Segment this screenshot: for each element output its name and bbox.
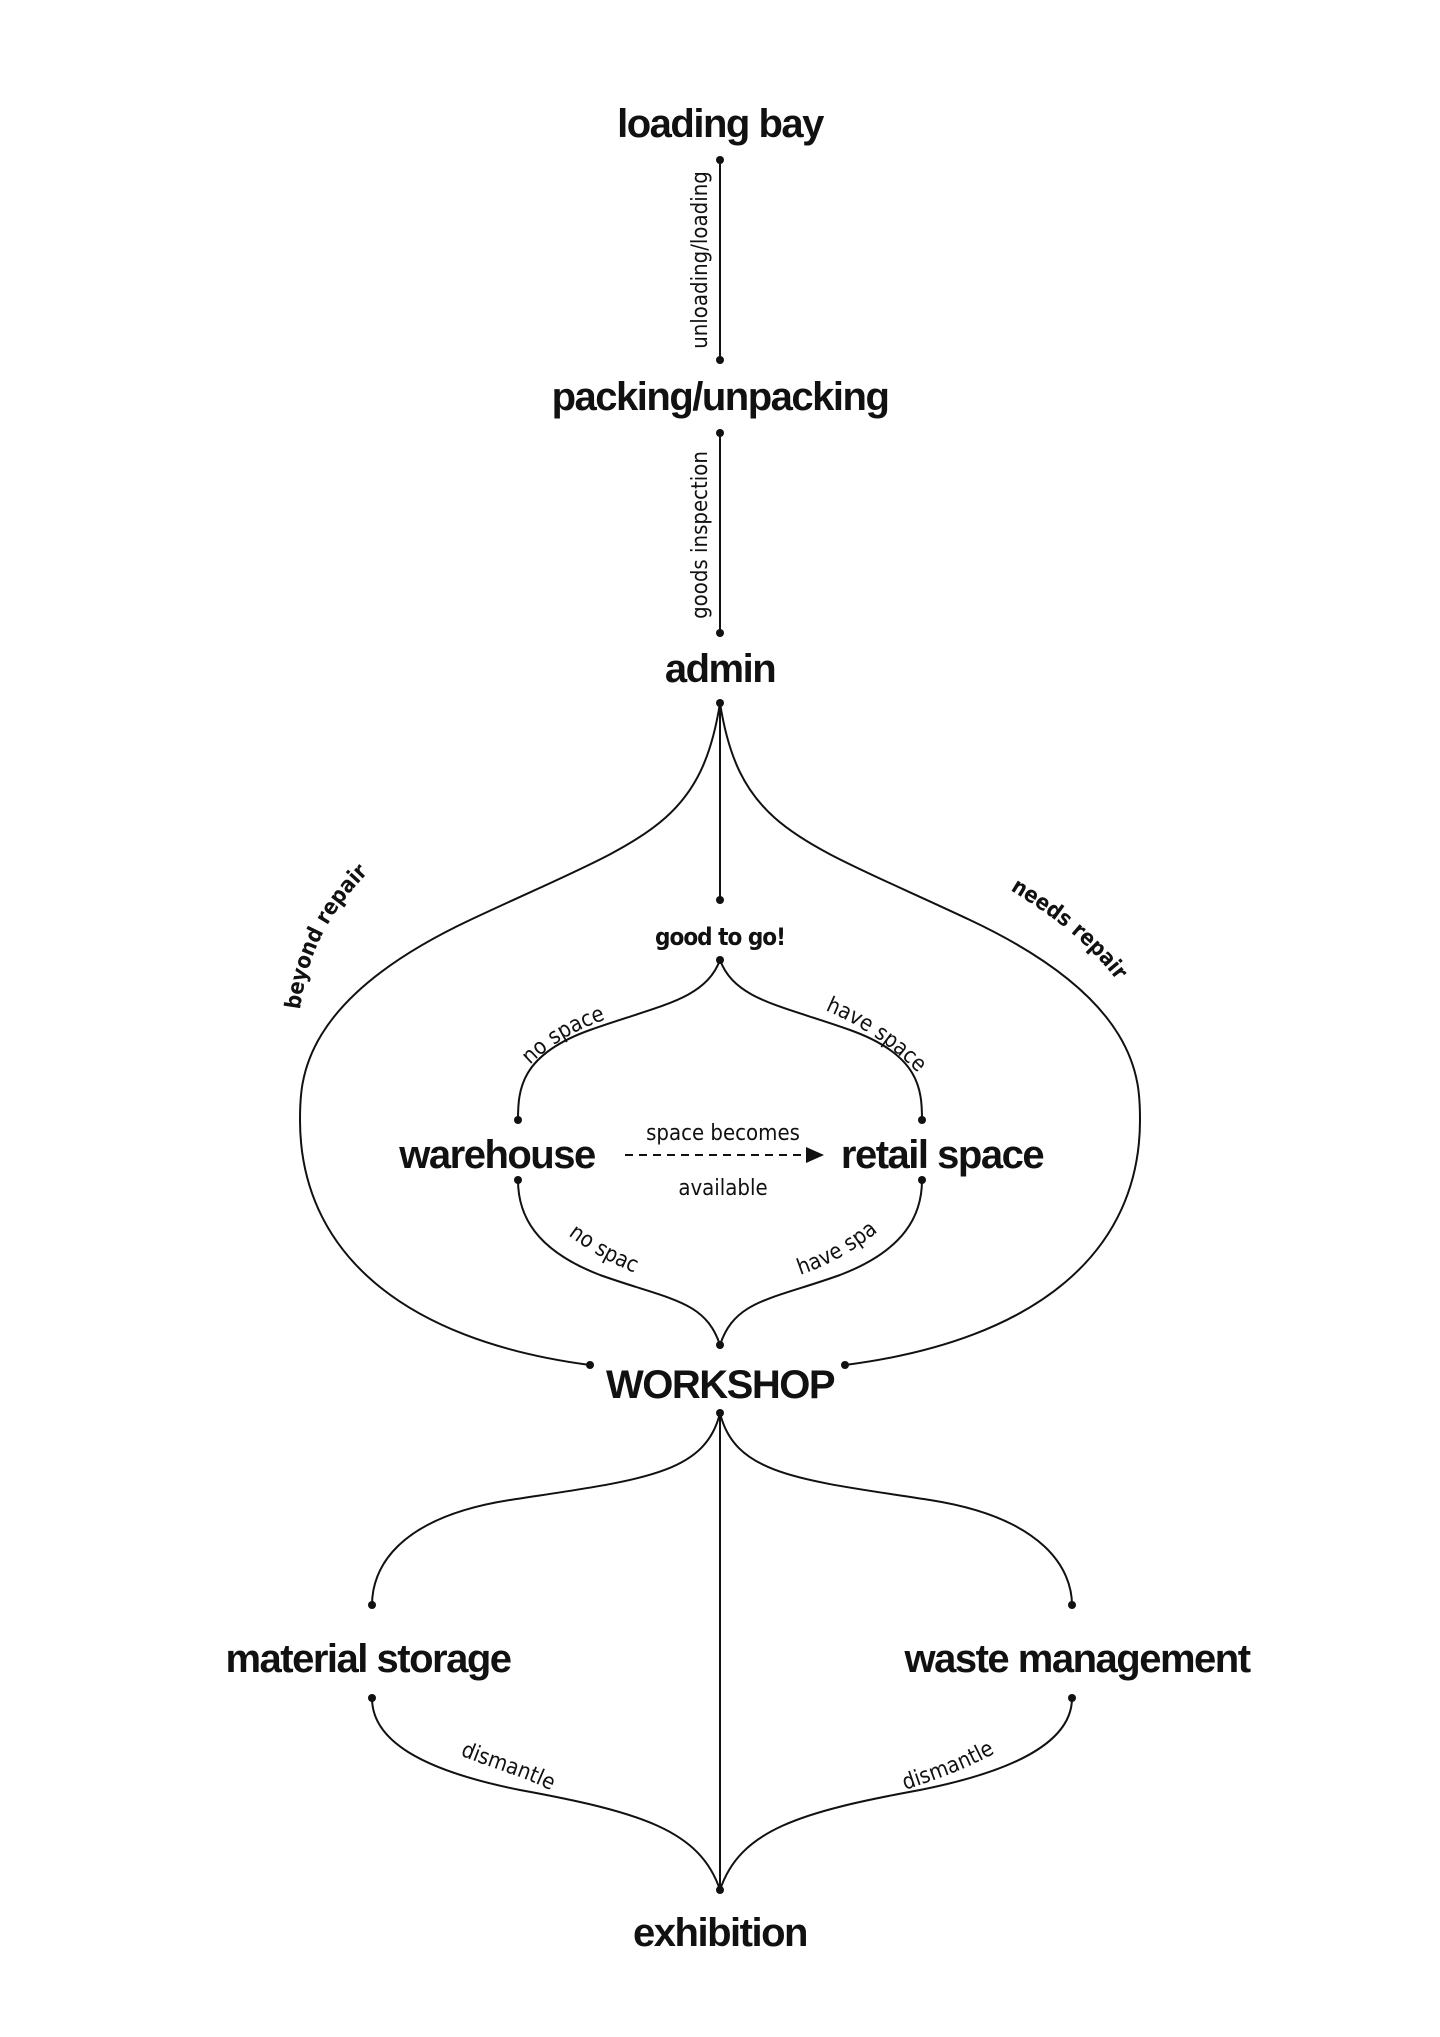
node-material-storage: material storage [225, 1637, 510, 1681]
edge-label-space-becomes: space becomes [646, 1121, 800, 1146]
node-packing-unpacking: packing/unpacking [552, 375, 889, 419]
edge-label-no-space-top: no space [517, 1002, 608, 1070]
edge-label-have-space-bottom-text: have space [0, 0, 882, 1281]
edge-label-available: available [678, 1176, 767, 1201]
edge-label-have-space-top: have space [823, 993, 932, 1078]
node-retail-space: retail space [841, 1133, 1043, 1177]
edge-label-have-space-bottom: have space [0, 0, 882, 1281]
connector-dots [368, 156, 1076, 1894]
node-admin: admin [665, 647, 775, 691]
connector-lines [298, 160, 1142, 1891]
node-loading-bay: loading bay [617, 102, 825, 146]
node-workshop: WORKSHOP [606, 1363, 835, 1407]
edge-label-no-space-top-text: no space [517, 1002, 608, 1070]
edge-label-beyond-repair-text: beyond repair [281, 859, 373, 1010]
edge-label-unloading: unloading/loading [688, 171, 713, 349]
edge-label-needs-repair-text: needs repair [1007, 874, 1132, 985]
edge-label-goods-inspection: goods inspection [688, 451, 713, 619]
edge-label-needs-repair: needs repair [1007, 874, 1132, 985]
edge-label-beyond-repair: beyond repair [281, 859, 373, 1010]
node-warehouse: warehouse [398, 1133, 595, 1177]
edge-label-have-space-top-text: have space [823, 993, 932, 1078]
edge-label-no-space-bottom: no space [0, 0, 642, 1278]
node-waste-management: waste management [903, 1637, 1250, 1681]
node-good-to-go: good to go! [655, 923, 785, 951]
node-exhibition: exhibition [633, 1911, 807, 1955]
edge-label-no-space-bottom-text: no space [0, 0, 642, 1278]
